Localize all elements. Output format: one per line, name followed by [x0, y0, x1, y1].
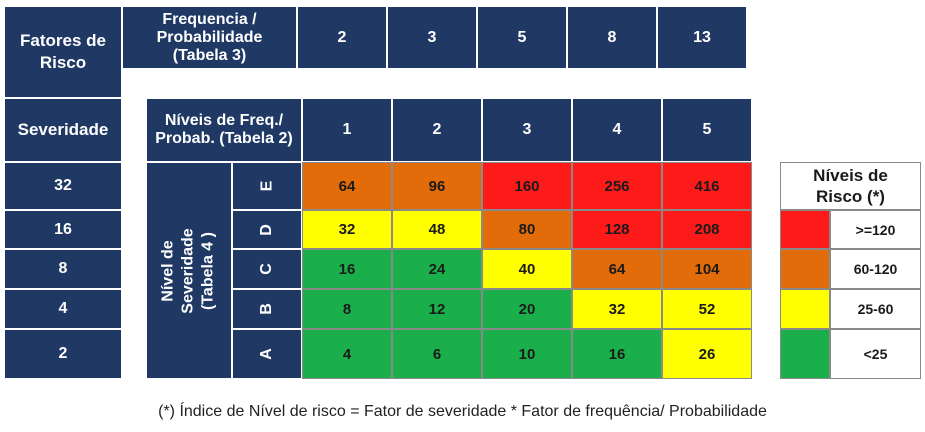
- risk-cell: 256: [572, 162, 662, 210]
- risk-cell: 32: [572, 289, 662, 329]
- risk-cell: 128: [572, 210, 662, 249]
- nivel-severidade-vertical: Nível de Severidade (Tabela 4 ): [146, 162, 232, 379]
- risk-cell: 160: [482, 162, 572, 210]
- risk-cell: 64: [572, 249, 662, 289]
- niveis-freq-label: Níveis de Freq./ Probab. (Tabela 2): [155, 112, 293, 147]
- risk-cell: 52: [662, 289, 752, 329]
- fatores-de-risco-label: Fatores de Risco: [20, 31, 106, 72]
- niveis-freq-header: Níveis de Freq./ Probab. (Tabela 2): [146, 98, 302, 162]
- risk-cell: 6: [392, 329, 482, 379]
- sev-value-1: 32: [4, 162, 122, 210]
- sev-value-4: 4: [4, 289, 122, 329]
- legend-title: Níveis de Risco (*): [780, 162, 921, 210]
- sev-letter-cell-a: A: [232, 329, 302, 379]
- risk-cell: 26: [662, 329, 752, 379]
- risk-cell: 8: [302, 289, 392, 329]
- sev-letter-cell-c: C: [232, 249, 302, 289]
- freq-level-3: 3: [482, 98, 572, 162]
- sev-value-5: 2: [4, 329, 122, 379]
- legend-swatch-red: [780, 210, 830, 249]
- legend-swatch-orange: [780, 249, 830, 289]
- sev-letter-e: E: [257, 180, 275, 192]
- legend-label-4: <25: [830, 329, 921, 379]
- freq-value-3: 5: [477, 6, 567, 69]
- freq-value-2: 3: [387, 6, 477, 69]
- sev-letter-a: A: [258, 348, 275, 360]
- freq-level-2: 2: [392, 98, 482, 162]
- footnote: (*) Índice de Nível de risco = Fator de …: [158, 403, 767, 420]
- sev-letter-b: B: [258, 303, 275, 315]
- legend-label-3: 25-60: [830, 289, 921, 329]
- risk-cell: 32: [302, 210, 392, 249]
- sev-value-3: 8: [4, 249, 122, 289]
- risk-cell: 104: [662, 249, 752, 289]
- severidade-header: Severidade: [4, 98, 122, 162]
- legend-title-text: Níveis de Risco (*): [813, 166, 888, 206]
- frequencia-label: Frequencia / Probabilidade (Tabela 3): [156, 10, 263, 64]
- risk-cell: 10: [482, 329, 572, 379]
- legend-swatch-green: [780, 329, 830, 379]
- risk-cell: 96: [392, 162, 482, 210]
- risk-cell: 40: [482, 249, 572, 289]
- risk-cell: 16: [302, 249, 392, 289]
- sev-value-2: 16: [4, 210, 122, 249]
- fatores-de-risco-header: Fatores de Risco: [4, 6, 122, 98]
- legend-label-2: 60-120: [830, 249, 921, 289]
- sev-letter-cell-b: B: [232, 289, 302, 329]
- risk-cell: 48: [392, 210, 482, 249]
- freq-level-1: 1: [302, 98, 392, 162]
- nivel-severidade-label: Nível de Severidade (Tabela 4 ): [160, 227, 217, 314]
- sev-letter-d: D: [258, 223, 275, 236]
- risk-cell: 24: [392, 249, 482, 289]
- sev-letter-cell-e: E: [232, 162, 302, 210]
- legend-swatch-yellow: [780, 289, 830, 329]
- risk-cell: 64: [302, 162, 392, 210]
- risk-cell: 208: [662, 210, 752, 249]
- sev-letter-cell-d: D: [232, 210, 302, 249]
- freq-value-5: 13: [657, 6, 747, 69]
- risk-cell: 4: [302, 329, 392, 379]
- freq-level-4: 4: [572, 98, 662, 162]
- freq-value-1: 2: [297, 6, 387, 69]
- risk-cell: 80: [482, 210, 572, 249]
- risk-cell: 416: [662, 162, 752, 210]
- legend-label-1: >=120: [830, 210, 921, 249]
- sev-letter-c: C: [258, 263, 275, 275]
- risk-cell: 16: [572, 329, 662, 379]
- risk-cell: 12: [392, 289, 482, 329]
- frequencia-header: Frequencia / Probabilidade (Tabela 3): [122, 6, 297, 69]
- freq-value-4: 8: [567, 6, 657, 69]
- severidade-label: Severidade: [17, 120, 109, 139]
- risk-cell: 20: [482, 289, 572, 329]
- freq-level-5: 5: [662, 98, 752, 162]
